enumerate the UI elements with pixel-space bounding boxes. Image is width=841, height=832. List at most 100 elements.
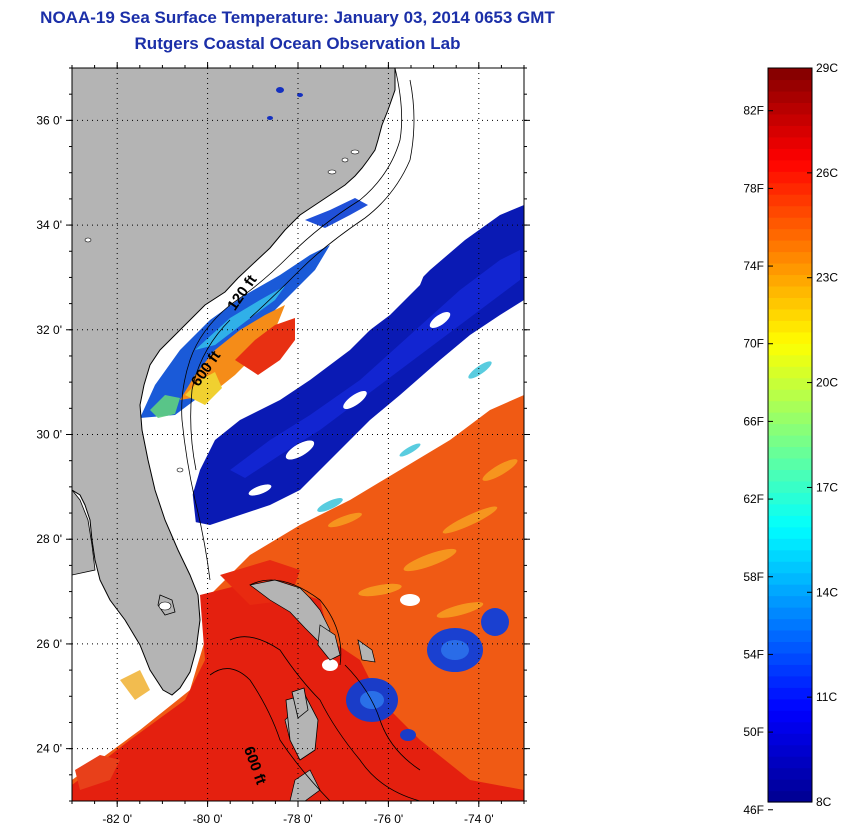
shelf-water-hot: [235, 318, 295, 375]
colorbar-band: [768, 125, 812, 138]
lat-label: 30 0': [36, 428, 62, 442]
coastal-islands: [84, 149, 360, 611]
colorbar-f-label: 70F: [743, 337, 764, 351]
colorbar-band: [768, 435, 812, 448]
colorbar-band: [768, 595, 812, 608]
colorbar-f-label: 46F: [743, 803, 764, 817]
colorbar-band: [768, 710, 812, 723]
colorbar-f-label: 54F: [743, 647, 764, 661]
latitude-labels: 36 0' 34 0' 32 0' 30 0' 28 0' 26 0' 24 0': [36, 113, 62, 755]
colorbar-band: [768, 79, 812, 92]
colorbar-f-label: 82F: [743, 104, 764, 118]
colorbar-band: [768, 320, 812, 333]
colorbar-band: [768, 480, 812, 493]
shelf-water-green: [150, 395, 180, 418]
shelf-water-yellow: [185, 372, 222, 405]
colorbar-band: [768, 572, 812, 585]
colorbar-band: [768, 675, 812, 688]
colorbar-band: [768, 400, 812, 413]
cold-band-inner: [230, 250, 520, 478]
lon-label: -80 0': [193, 812, 223, 826]
colorbar-band: [768, 102, 812, 115]
colorbar-band: [768, 641, 812, 654]
colorbar-band: [768, 733, 812, 746]
colorbar-band: [768, 561, 812, 574]
lat-label: 24 0': [36, 742, 62, 756]
colorbar-band: [768, 779, 812, 792]
andros: [291, 687, 309, 719]
florida-shelf: [150, 420, 200, 560]
colorbar-band: [768, 526, 812, 539]
lat-label: 32 0': [36, 323, 62, 337]
colorbar-band: [768, 721, 812, 734]
colorbar-band: [768, 538, 812, 551]
cloud-gaps: [248, 311, 451, 496]
colorbar-band: [768, 113, 812, 126]
colorbar-c-label: 23C: [816, 271, 838, 285]
colorbar-band: [768, 744, 812, 757]
colorbar-band: [768, 377, 812, 390]
colorbar-band: [768, 262, 812, 276]
colorbar-f-label: 74F: [743, 259, 764, 273]
map-gridlines: [72, 68, 524, 801]
colorbar-band: [768, 457, 812, 471]
colorbar-ticks: [768, 67, 812, 811]
map-ticks: [66, 62, 530, 807]
colorbar-fahrenheit-labels: 82F 78F 74F 70F 66F 62F 58F 54F 50F 46F: [743, 104, 764, 817]
colorbar-band: [768, 584, 812, 597]
colorbar-c-label: 8C: [816, 795, 832, 809]
shelf-water-warm: [180, 305, 285, 400]
colorbar-band: [768, 618, 812, 631]
depth-contours: [181, 68, 415, 581]
colorbar-band: [768, 240, 812, 253]
lat-label: 34 0': [36, 218, 62, 232]
lat-label: 36 0': [36, 113, 62, 127]
colorbar-band: [768, 492, 812, 505]
colorbar-f-label: 78F: [743, 181, 764, 195]
colorbar-band: [768, 756, 812, 769]
lon-label: -78 0': [283, 812, 313, 826]
colorbar-band: [768, 446, 812, 459]
colorbar-f-label: 66F: [743, 414, 764, 428]
colorbar-band: [768, 698, 812, 711]
colorbar-band: [768, 308, 812, 321]
gulf-coast-west: [72, 489, 96, 576]
colorbar-band: [768, 549, 812, 562]
colorbar-f-label: 58F: [743, 570, 764, 584]
longitude-labels: -82 0' -80 0' -78 0' -76 0' -74 0': [102, 812, 493, 826]
map-title: NOAA-19 Sea Surface Temperature: January…: [40, 8, 555, 27]
colorbar-band: [768, 136, 812, 149]
colorbar-band: [768, 629, 812, 643]
colorbar-band: [768, 354, 812, 367]
nc-cold-water: [305, 198, 368, 228]
colorbar-c-label: 14C: [816, 585, 838, 599]
colorbar-f-label: 62F: [743, 492, 764, 506]
lat-label: 28 0': [36, 532, 62, 546]
colorbar-band: [768, 503, 812, 516]
colorbar-band: [768, 790, 812, 803]
lat-label: 26 0': [36, 637, 62, 651]
colorbar-band: [768, 366, 812, 379]
colorbar-band: [768, 389, 812, 402]
colorbar-band: [768, 652, 812, 665]
cool-edges: [317, 361, 492, 512]
colorbar-band: [768, 331, 812, 344]
colorbar-frame: [767, 67, 813, 803]
colorbar-band: [768, 515, 812, 528]
lon-label: -74 0': [464, 812, 494, 826]
colorbar-band: [768, 148, 812, 161]
colorbar-band: [768, 90, 812, 104]
lon-label: -76 0': [374, 812, 404, 826]
gulf-water-red: [75, 755, 120, 790]
colorbar-band: [768, 205, 812, 218]
colorbar-f-label: 50F: [743, 725, 764, 739]
colorbar-c-label: 17C: [816, 480, 838, 494]
colorbar-band: [768, 251, 812, 264]
colorbar-band: [768, 297, 812, 310]
colorbar-band: [768, 607, 812, 620]
colorbar-band: [768, 423, 812, 436]
colorbar-band: [768, 217, 812, 230]
colorbar-band: [768, 171, 812, 184]
colorbar-band: [768, 687, 812, 700]
